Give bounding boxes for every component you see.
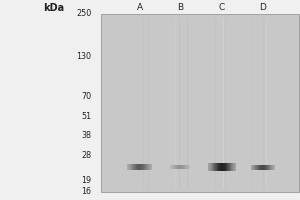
Text: 51: 51 — [81, 112, 92, 121]
Text: kDa: kDa — [44, 3, 64, 13]
Text: 70: 70 — [81, 92, 92, 101]
Text: 38: 38 — [82, 131, 92, 140]
Text: 250: 250 — [76, 9, 92, 19]
Text: 130: 130 — [76, 52, 92, 61]
Text: B: B — [177, 3, 183, 12]
Text: D: D — [259, 3, 266, 12]
Text: 28: 28 — [81, 151, 92, 160]
Text: 16: 16 — [82, 188, 92, 196]
Text: 19: 19 — [81, 176, 92, 185]
Text: C: C — [219, 3, 225, 12]
Text: A: A — [136, 3, 142, 12]
